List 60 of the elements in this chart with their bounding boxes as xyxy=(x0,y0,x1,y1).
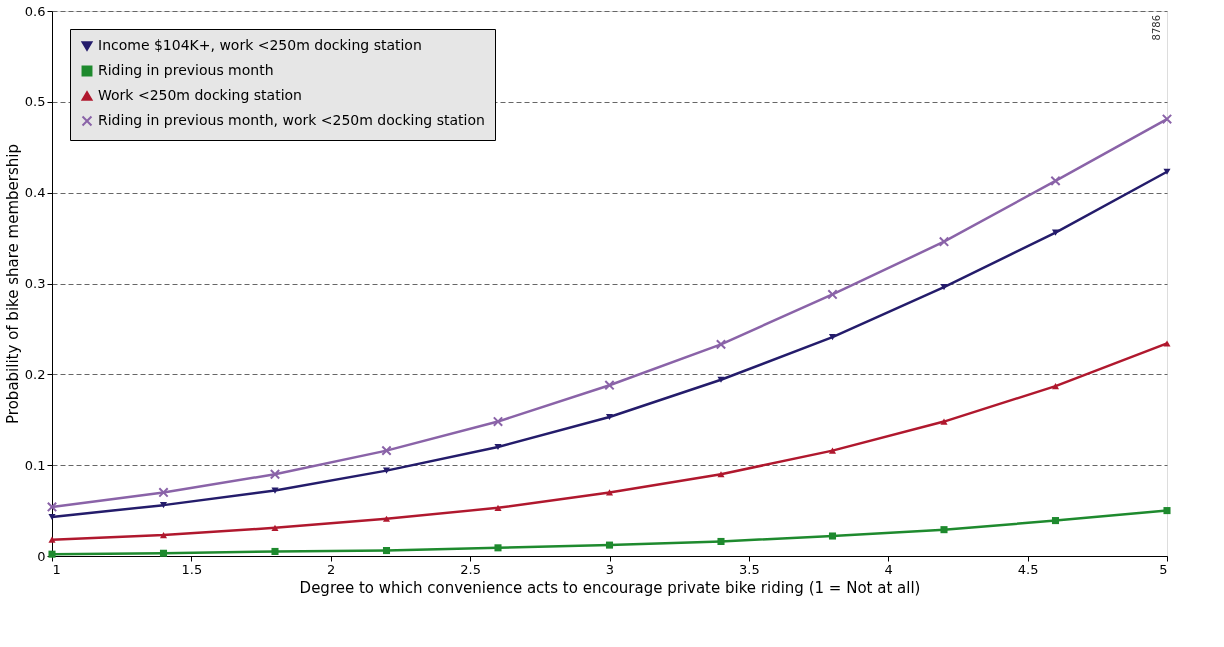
point xyxy=(828,334,837,341)
point xyxy=(828,447,837,454)
x-tick-label: 2.5 xyxy=(460,561,481,577)
point xyxy=(48,513,56,520)
point xyxy=(717,376,725,383)
annotation: 8786 xyxy=(1151,15,1162,41)
point xyxy=(940,526,948,534)
y-tick-label: 0.1 xyxy=(24,457,46,473)
legend-label: Riding in previous month, work <250m docking station xyxy=(98,112,485,128)
point xyxy=(1163,340,1171,347)
point xyxy=(271,524,279,531)
point xyxy=(715,339,727,350)
y-axis-title: Probability of bike share membership xyxy=(3,144,22,424)
x-tick-label: 5 xyxy=(1159,561,1168,577)
point xyxy=(494,504,502,511)
y-tick-label: 0 xyxy=(37,548,46,564)
point xyxy=(382,515,391,522)
x-tick-label: 1 xyxy=(52,561,61,577)
y-tick-label: 0.4 xyxy=(24,185,46,201)
y-tick-label: 0.3 xyxy=(24,276,46,291)
point xyxy=(46,501,58,513)
y-tick-label: 0.2 xyxy=(24,366,46,382)
point xyxy=(605,541,614,549)
x-axis-title: Degree to which convenience acts to encourage private bike riding (1 = Not at all) xyxy=(299,578,921,597)
legend-label: Riding in previous month xyxy=(98,62,274,78)
x-tick-label: 3 xyxy=(605,561,615,577)
point xyxy=(269,469,281,480)
point xyxy=(1161,113,1173,125)
x-tick-label: 4 xyxy=(884,561,893,577)
point xyxy=(940,284,948,291)
point xyxy=(604,380,615,391)
point xyxy=(494,443,502,451)
point xyxy=(940,418,948,425)
point xyxy=(1051,517,1060,525)
point xyxy=(382,547,391,555)
x-tick-label: 3.5 xyxy=(739,561,760,577)
y-tick-label: 0.5 xyxy=(24,94,46,110)
point xyxy=(271,547,279,555)
point xyxy=(828,532,837,540)
point xyxy=(1050,175,1061,187)
point xyxy=(159,532,168,539)
point xyxy=(492,416,504,427)
point xyxy=(159,549,168,557)
x-tick-label: 2 xyxy=(327,561,336,577)
point xyxy=(827,289,838,300)
point xyxy=(158,487,169,498)
point xyxy=(1163,507,1171,515)
point xyxy=(938,236,950,247)
x-tick-label: 1.5 xyxy=(181,561,203,577)
point xyxy=(605,413,614,421)
point xyxy=(48,536,56,543)
point xyxy=(1051,383,1060,390)
y-tick-label: 0.6 xyxy=(24,3,46,19)
legend-label: Work <250m docking station xyxy=(98,87,302,103)
x-tick-label: 4.5 xyxy=(1017,561,1039,577)
legend-label: Income $104K+, work <250m docking station xyxy=(98,37,422,53)
point xyxy=(381,445,392,456)
point xyxy=(159,502,168,509)
point xyxy=(717,537,725,545)
point xyxy=(494,544,502,552)
